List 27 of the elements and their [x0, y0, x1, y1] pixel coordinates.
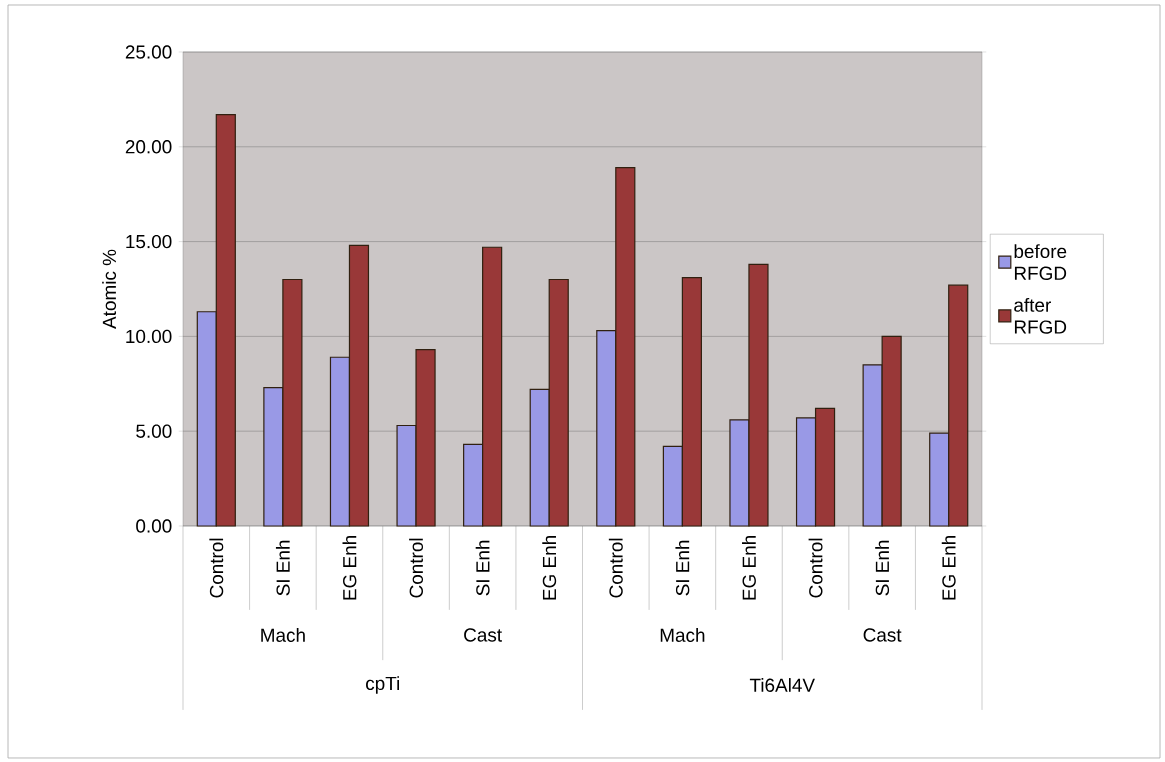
x-tick-label: EG Enh [542, 536, 557, 600]
legend-label: before RFGD [1014, 244, 1067, 281]
y-tick-label: 25.00 [125, 45, 172, 59]
text: Cast [863, 628, 902, 642]
x-tick-label: SI Enh [475, 540, 490, 596]
y-tick-label: 15.00 [126, 234, 172, 249]
text: Mach [261, 628, 305, 642]
text: cpTi [366, 676, 400, 694]
y-tick-label: 10.00 [126, 329, 172, 344]
text: Ti6Al4V [749, 678, 815, 692]
y-tick-label: 5.00 [136, 424, 172, 438]
x-tick-label: Control [409, 538, 424, 598]
x-tick-label: EG Enh [742, 536, 756, 600]
legend-label: after RFGD [1014, 298, 1067, 334]
x-tick-label: SI Enh [675, 540, 690, 596]
x-tick-label: EG Enh [941, 536, 956, 600]
x-tick-label: SI Enh [875, 540, 890, 596]
x-tick-label: Control [608, 538, 623, 598]
x-tick-label: Control [808, 538, 823, 598]
text: Cast [464, 628, 502, 642]
y-axis-title: Atomic % [102, 249, 117, 329]
x-tick-label: EG Enh [342, 536, 357, 600]
x-tick-label: Control [209, 538, 224, 598]
y-tick-label: 0.00 [136, 519, 172, 533]
y-tick-label: 20.00 [125, 140, 172, 154]
text: Mach [660, 628, 705, 642]
x-tick-label: SI Enh [275, 540, 290, 596]
